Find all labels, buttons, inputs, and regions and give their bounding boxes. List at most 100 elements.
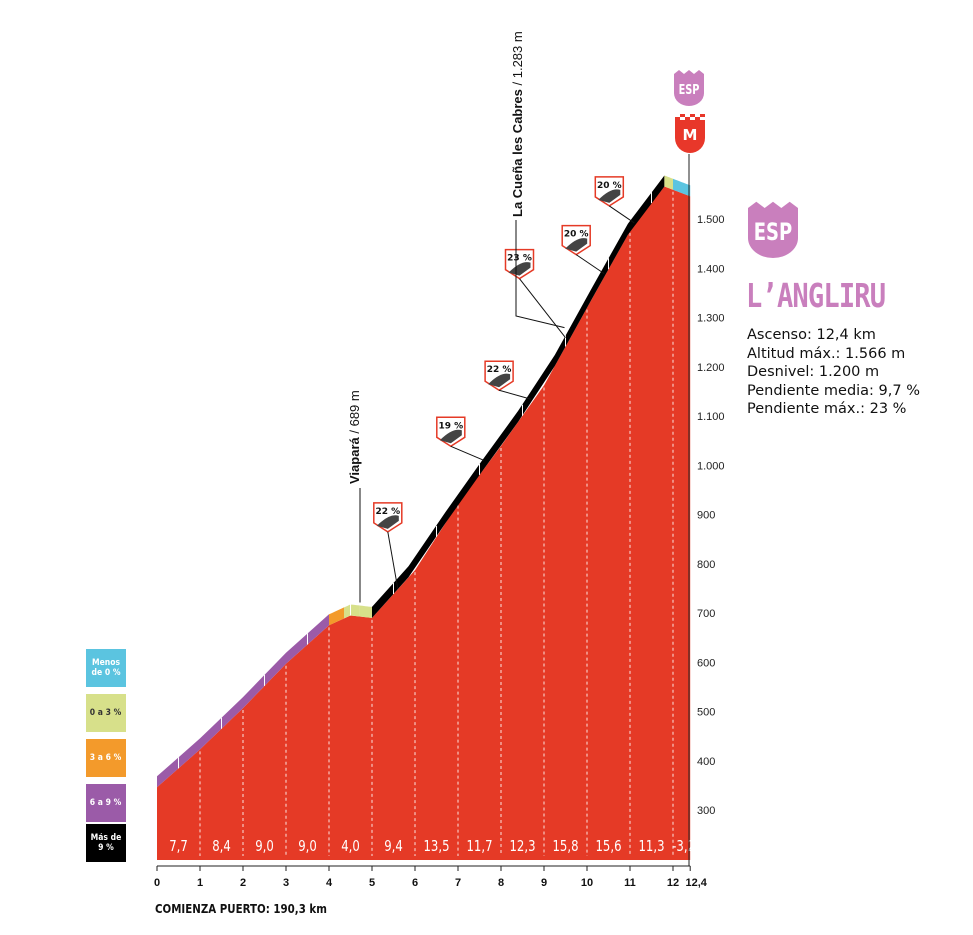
x-tick-label: 6 xyxy=(412,877,418,889)
y-tick-label: 900 xyxy=(697,510,715,522)
segment-gradient-label: 12,3 xyxy=(509,839,535,856)
gradient-band xyxy=(359,605,372,618)
slope-icon xyxy=(439,429,462,444)
pin-label: 22 % xyxy=(375,507,400,517)
x-tick-label: 7 xyxy=(455,877,461,889)
badge-crown xyxy=(748,201,798,208)
segment-gradient-label: 15,6 xyxy=(595,839,621,856)
summit-category-badge: ESP xyxy=(674,70,704,106)
badge-shape xyxy=(748,208,798,258)
y-tick-label: 500 xyxy=(697,707,715,719)
segment-gradient-label: 11,7 xyxy=(466,839,492,856)
checker xyxy=(685,114,690,117)
y-tick-label: 1.500 xyxy=(697,214,725,226)
segment-gradient-label: -3,2 xyxy=(672,839,695,856)
badge-text: ESP xyxy=(754,219,792,247)
y-tick-label: 1.400 xyxy=(697,263,725,275)
slope-icon xyxy=(376,515,399,529)
stat-desnivel: Desnivel: 1.200 m xyxy=(747,364,880,380)
segment-gradient-label: 13,5 xyxy=(423,839,449,856)
legend-label: 0 a 3 % xyxy=(90,708,122,718)
y-tick-label: 1.300 xyxy=(697,313,725,325)
x-tick-label: 2 xyxy=(240,877,246,889)
checker xyxy=(690,114,695,117)
x-tick-label: 0 xyxy=(154,877,160,889)
pin-leader xyxy=(609,205,635,224)
legend-label: 3 a 6 % xyxy=(90,753,122,763)
legend-item-0-3: 0 a 3 % xyxy=(86,694,126,732)
checker xyxy=(700,117,705,120)
x-tick-label: 11 xyxy=(624,877,636,889)
pass-name: Viapará xyxy=(347,434,362,484)
checker xyxy=(685,117,690,120)
pin-leader xyxy=(498,389,532,400)
pin-leader xyxy=(450,445,484,461)
gradient-band xyxy=(344,604,360,619)
badge-crown xyxy=(674,70,704,74)
profile-area xyxy=(157,186,691,860)
segment-gradient-label: 11,3 xyxy=(638,839,664,856)
slope-icon xyxy=(598,189,621,203)
checker xyxy=(675,117,680,120)
pin-label: 23 % xyxy=(507,254,532,264)
summit-finish-marker: M xyxy=(675,114,705,153)
pass-altitude: / 1.283 m xyxy=(510,31,525,85)
gradient-band xyxy=(157,614,329,788)
checker xyxy=(675,114,680,117)
x-tick-label: 3 xyxy=(283,877,289,889)
max-gradient-pin: 22 % xyxy=(373,502,403,589)
pin-leader xyxy=(387,531,399,589)
max-gradient-pin: 19 % xyxy=(436,416,484,461)
segment-gradient-label: 9,4 xyxy=(384,839,403,856)
segment-gradient-label: 9,0 xyxy=(298,839,317,856)
start-label: COMIENZA PUERTO: 190,3 km xyxy=(155,901,327,916)
pass-name: La Cueña les Cabres xyxy=(510,86,525,218)
category-badge: ESP xyxy=(748,201,798,258)
x-tick-label: 5 xyxy=(369,877,375,889)
segment-gradient-label: 4,0 xyxy=(341,839,360,856)
checker xyxy=(695,114,700,117)
badge-shape xyxy=(674,74,704,106)
legend-item-6-9: 6 a 9 % xyxy=(86,784,126,822)
pin-label: 19 % xyxy=(438,421,463,431)
stat-ascenso: Ascenso: 12,4 km xyxy=(747,327,876,343)
checker xyxy=(700,114,705,117)
stat-pendiente-max: Pendiente máx.: 23 % xyxy=(747,401,907,417)
climb-stats: Ascenso: 12,4 km Altitud máx.: 1.566 m D… xyxy=(747,326,920,419)
pass-label: Viapará / 689 m xyxy=(347,390,362,484)
checker xyxy=(690,117,695,120)
y-tick-label: 800 xyxy=(697,559,715,571)
x-tick-label: 10 xyxy=(581,877,593,889)
checker xyxy=(680,117,685,120)
checker xyxy=(680,114,685,117)
segment-gradient-label: 8,4 xyxy=(212,839,231,856)
gradient-band xyxy=(664,175,673,190)
badge-text: ESP xyxy=(679,81,700,97)
x-tick-label: 4 xyxy=(326,877,333,889)
legend-label: Menos de 0 % xyxy=(91,658,121,678)
y-tick-label: 1.000 xyxy=(697,460,725,472)
segment-gradient-label: 15,8 xyxy=(552,839,578,856)
legend-item-3-6: 3 a 6 % xyxy=(86,739,126,777)
stat-pendiente-media: Pendiente media: 9,7 % xyxy=(747,382,921,399)
slope-icon xyxy=(488,373,511,388)
max-gradient-pin: 20 % xyxy=(594,176,635,224)
x-tick-label: 1 xyxy=(197,877,203,889)
climb-title: L’ANGLIRU xyxy=(746,276,886,315)
segment-gradient-label: 9,0 xyxy=(255,839,274,856)
y-tick-label: 300 xyxy=(697,805,715,817)
y-tick-label: 1.100 xyxy=(697,411,725,423)
x-tick-label: 12 xyxy=(667,877,679,889)
legend-item-downhill: Menos de 0 % xyxy=(86,649,126,687)
legend-label: 6 a 9 % xyxy=(90,798,122,808)
segment-gradient-label: 7,7 xyxy=(169,839,188,856)
pin-leader xyxy=(519,278,566,338)
y-tick-label: 1.200 xyxy=(697,362,725,374)
pass-leader xyxy=(515,220,565,329)
gradient-band xyxy=(372,175,665,618)
pass-label: La Cueña les Cabres / 1.283 m xyxy=(510,31,525,217)
legend-item-over-9: Más de 9 % xyxy=(86,824,126,862)
max-gradient-pin: 22 % xyxy=(484,360,532,400)
gradient-band xyxy=(673,178,691,197)
